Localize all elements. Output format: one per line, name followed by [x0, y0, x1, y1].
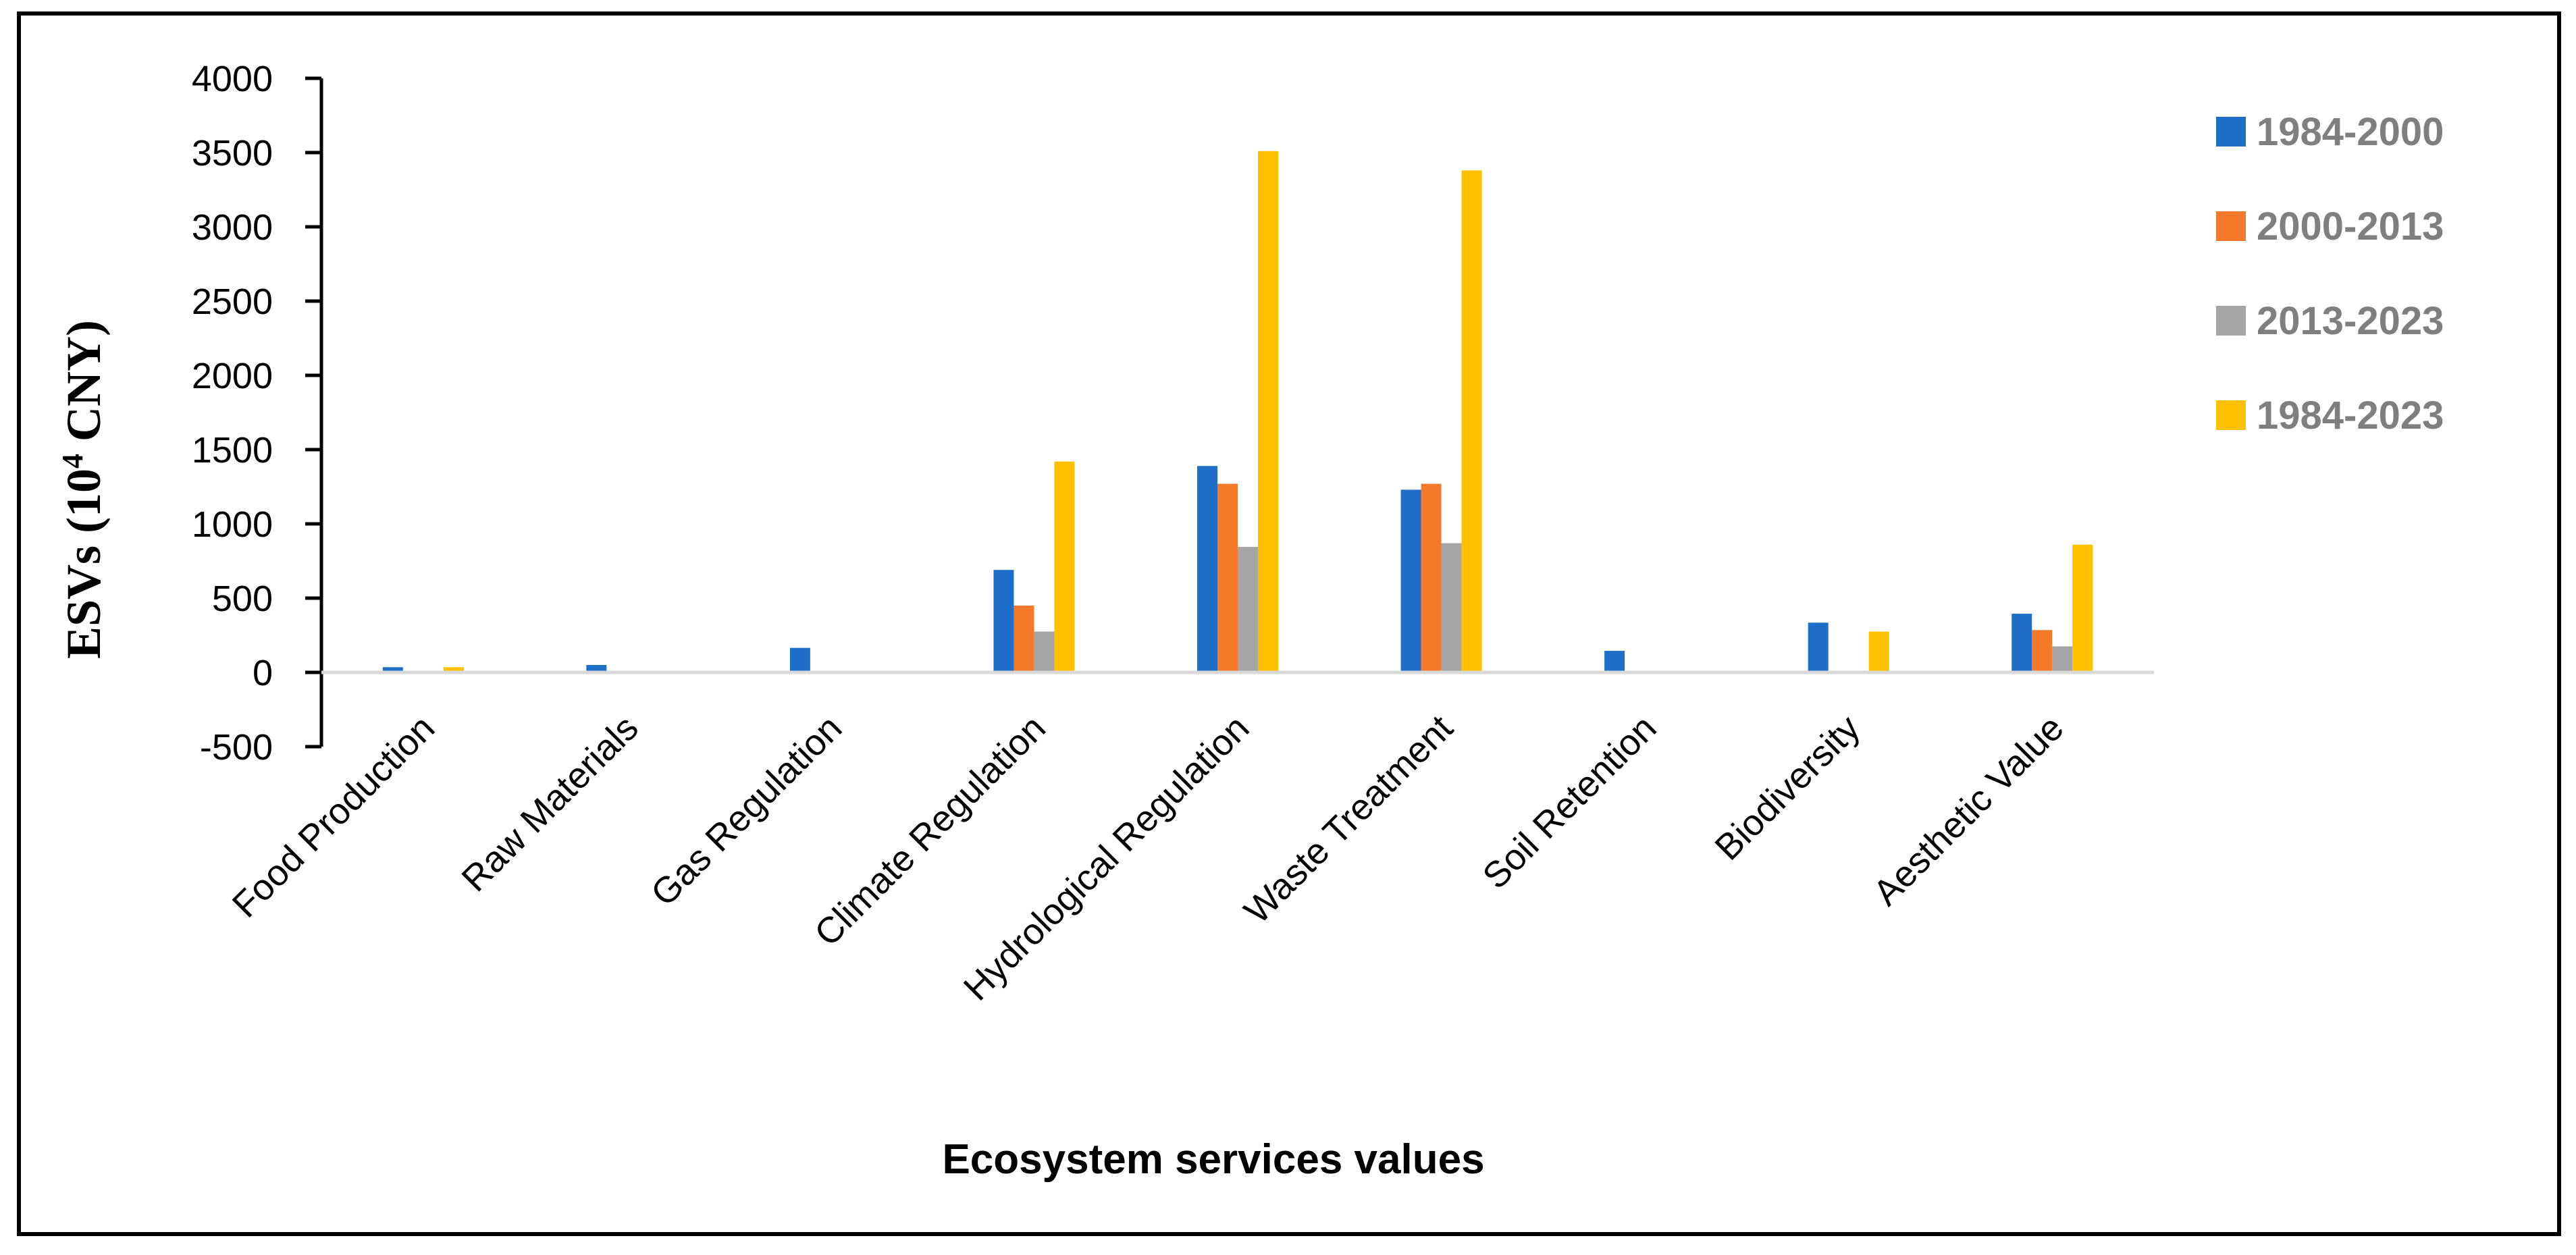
bar: [1604, 651, 1625, 672]
legend-label: 2013-2023: [2257, 299, 2444, 343]
outer-border: [17, 11, 2561, 1236]
bar: [1238, 547, 1258, 672]
y-tick-label: 3500: [192, 133, 273, 173]
y-axis-title-suffix: CNY): [57, 320, 111, 454]
y-tick-label: 4000: [192, 59, 273, 99]
y-axis-title-main: ESVs (10: [57, 469, 111, 659]
bar: [1400, 489, 1421, 672]
y-axis-title-superscript: 4: [56, 454, 89, 469]
y-tick-label: 3000: [192, 207, 273, 248]
legend-label: 2000-2013: [2257, 205, 2444, 248]
y-tick-label: 1500: [192, 430, 273, 471]
bar: [2012, 614, 2032, 672]
bar: [993, 570, 1014, 672]
bar: [1014, 606, 1034, 672]
bar: [443, 667, 464, 672]
bar: [1217, 483, 1238, 672]
y-axis-ticks: 4000 3500 3000 2500 2000 1500 1000 500 0 -500: [192, 59, 321, 768]
bar: [1441, 543, 1462, 672]
bar: [2032, 630, 2053, 672]
bar: [1258, 151, 1278, 673]
legend-swatch: [2216, 117, 2246, 146]
legend-label: 1984-2000: [2257, 110, 2444, 154]
y-tick-label: -500: [200, 727, 273, 768]
legend-swatch: [2216, 400, 2246, 430]
x-axis-title: Ecosystem services values: [942, 1136, 1484, 1183]
y-tick-label: 2000: [192, 356, 273, 396]
legend: 1984-2000 2000-2013 2013-2023 1984-2023: [2216, 110, 2444, 437]
y-tick-label: 1000: [192, 504, 273, 545]
bars: [382, 151, 2093, 673]
bar: [1197, 466, 1217, 672]
bar: [1868, 631, 1889, 672]
y-tick-label: 500: [212, 579, 273, 619]
legend-swatch: [2216, 306, 2246, 336]
legend-label: 1984-2023: [2257, 394, 2444, 437]
y-tick-label: 2500: [192, 282, 273, 322]
legend-swatch: [2216, 211, 2246, 241]
bar: [382, 667, 403, 672]
bar: [789, 647, 810, 672]
bar: [586, 665, 607, 672]
bar: [1808, 622, 1829, 672]
bar: [1421, 483, 1442, 672]
bar: [2052, 646, 2073, 672]
bar: [2072, 544, 2093, 672]
bar: [1034, 631, 1055, 672]
bar: [1054, 461, 1075, 672]
y-axis-title: ESVs (104 CNY): [56, 320, 111, 659]
bar: [1461, 170, 1482, 672]
y-tick-label: 0: [253, 653, 273, 693]
